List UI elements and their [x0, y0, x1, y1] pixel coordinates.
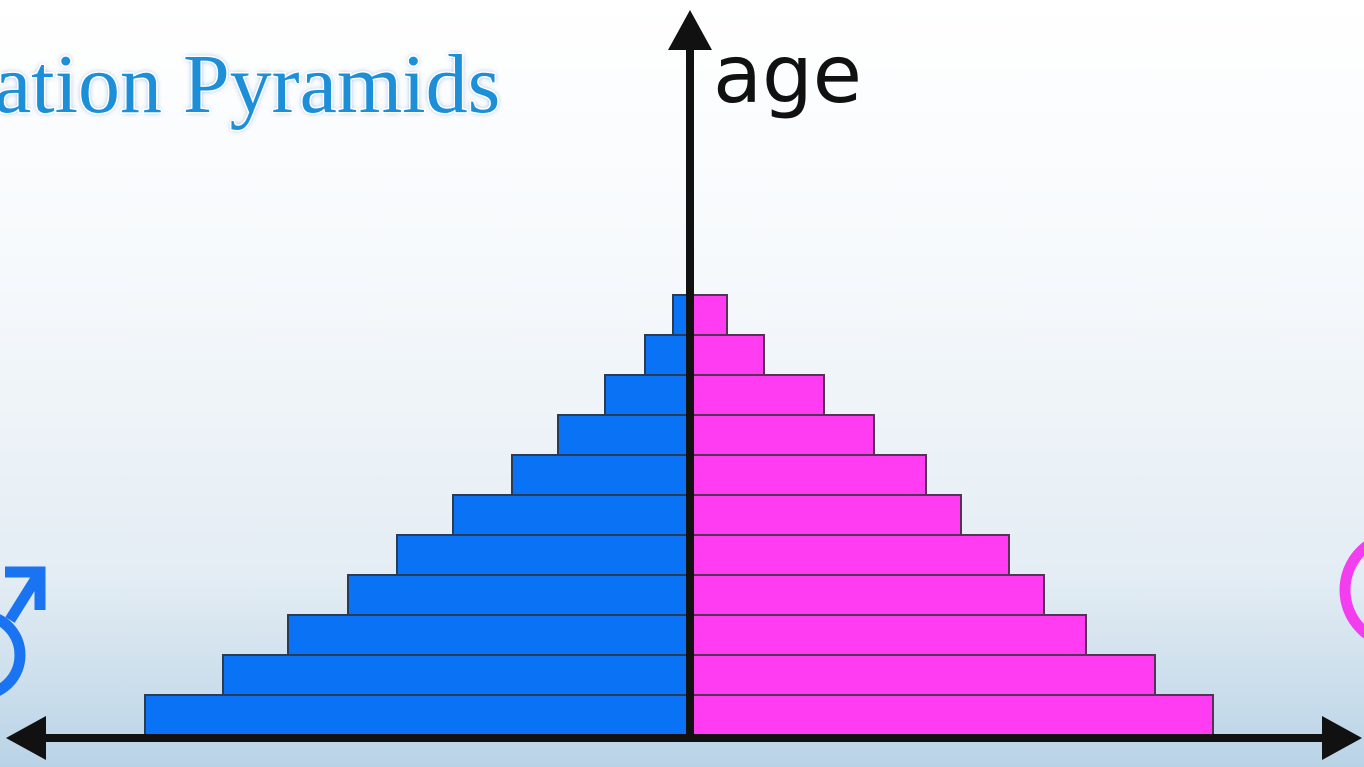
bar [687, 374, 825, 416]
title: ation Pyramids [0, 38, 500, 131]
axis-arrow [668, 10, 712, 50]
female-bars [687, 294, 1214, 736]
bar [687, 494, 962, 536]
axis-arrow [1322, 716, 1362, 760]
bar [287, 614, 689, 656]
bar [511, 454, 689, 496]
bar [604, 374, 689, 416]
bar [452, 494, 689, 536]
axis-label: age [713, 28, 862, 121]
bar [687, 694, 1214, 736]
bar [687, 654, 1156, 696]
female-symbol [1339, 541, 1364, 639]
bar [687, 574, 1045, 616]
bar [672, 294, 689, 336]
bar [222, 654, 689, 696]
male-bars [144, 294, 689, 736]
bar [144, 694, 689, 736]
bar [557, 414, 689, 456]
bar [644, 334, 689, 376]
bar [396, 534, 689, 576]
bar [687, 534, 1010, 576]
bar [687, 414, 875, 456]
bar [687, 614, 1087, 656]
axis-arrow [6, 716, 46, 760]
bar [687, 454, 927, 496]
male-symbol [0, 566, 46, 696]
bar [347, 574, 689, 616]
bar [687, 334, 765, 376]
